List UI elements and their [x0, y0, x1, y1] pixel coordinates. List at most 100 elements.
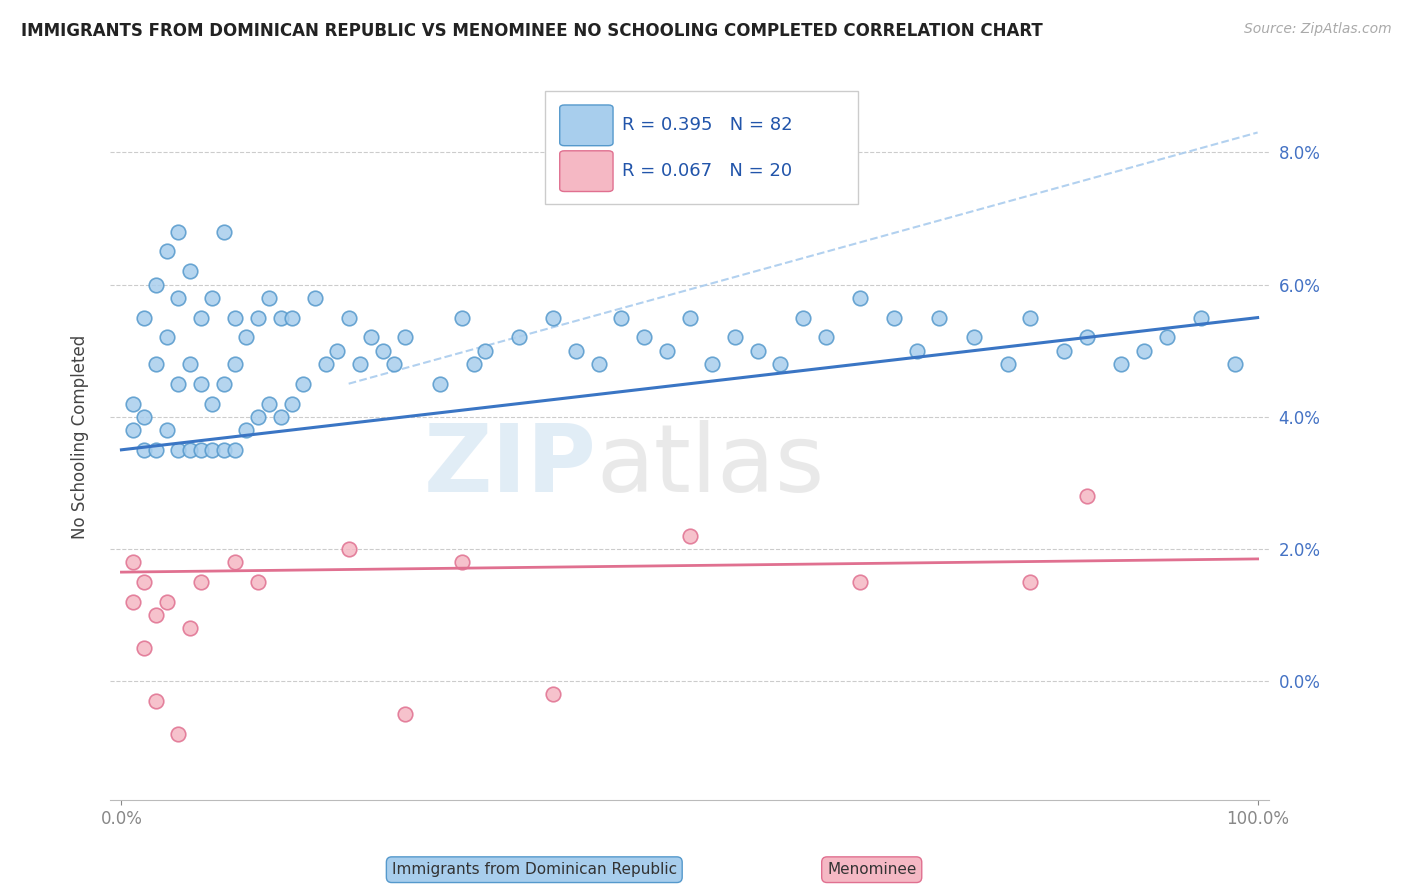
Point: [769, 357, 792, 371]
Point: [565, 343, 588, 358]
Point: [224, 555, 246, 569]
Point: [212, 225, 235, 239]
Point: [246, 575, 269, 590]
Point: [224, 442, 246, 457]
Point: [121, 423, 143, 437]
Point: [145, 608, 167, 623]
Point: [292, 376, 315, 391]
Point: [678, 529, 700, 543]
Point: [337, 310, 360, 325]
Point: [134, 409, 156, 424]
Point: [156, 244, 179, 259]
Point: [1053, 343, 1076, 358]
Point: [145, 277, 167, 292]
Point: [281, 310, 304, 325]
Point: [1133, 343, 1156, 358]
Point: [997, 357, 1019, 371]
Point: [1076, 330, 1098, 344]
Point: [394, 330, 416, 344]
Point: [724, 330, 747, 344]
Point: [337, 541, 360, 556]
Point: [156, 423, 179, 437]
Point: [474, 343, 496, 358]
Point: [349, 357, 371, 371]
Point: [463, 357, 485, 371]
Point: [508, 330, 530, 344]
Point: [121, 396, 143, 410]
Point: [655, 343, 678, 358]
Point: [678, 310, 700, 325]
Point: [849, 291, 872, 305]
Point: [145, 694, 167, 708]
FancyBboxPatch shape: [560, 105, 613, 145]
Text: atlas: atlas: [596, 420, 825, 512]
Text: Immigrants from Dominican Republic: Immigrants from Dominican Republic: [392, 863, 676, 877]
Point: [962, 330, 984, 344]
Point: [190, 310, 212, 325]
Point: [156, 330, 179, 344]
Point: [270, 409, 292, 424]
Point: [212, 376, 235, 391]
Text: Menominee: Menominee: [827, 863, 917, 877]
Point: [201, 396, 224, 410]
Point: [394, 707, 416, 722]
Point: [167, 442, 190, 457]
Point: [235, 423, 257, 437]
Text: ZIP: ZIP: [425, 420, 596, 512]
Point: [121, 595, 143, 609]
Point: [792, 310, 814, 325]
Point: [145, 442, 167, 457]
Point: [190, 376, 212, 391]
Point: [224, 357, 246, 371]
Point: [326, 343, 349, 358]
Point: [281, 396, 304, 410]
Point: [849, 575, 872, 590]
Point: [747, 343, 769, 358]
Point: [451, 310, 474, 325]
Point: [610, 310, 633, 325]
Point: [702, 357, 724, 371]
Text: R = 0.395   N = 82: R = 0.395 N = 82: [623, 116, 793, 135]
Text: IMMIGRANTS FROM DOMINICAN REPUBLIC VS MENOMINEE NO SCHOOLING COMPLETED CORRELATI: IMMIGRANTS FROM DOMINICAN REPUBLIC VS ME…: [21, 22, 1043, 40]
Point: [451, 555, 474, 569]
Point: [201, 291, 224, 305]
Point: [235, 330, 257, 344]
Point: [167, 376, 190, 391]
Point: [121, 555, 143, 569]
Point: [541, 310, 564, 325]
Point: [1109, 357, 1132, 371]
Point: [1156, 330, 1178, 344]
Point: [179, 442, 201, 457]
Point: [167, 727, 190, 741]
Point: [246, 310, 269, 325]
Point: [270, 310, 292, 325]
Point: [167, 225, 190, 239]
Point: [190, 442, 212, 457]
Point: [928, 310, 950, 325]
Point: [167, 291, 190, 305]
Point: [201, 442, 224, 457]
Text: R = 0.067   N = 20: R = 0.067 N = 20: [623, 162, 793, 180]
Point: [179, 621, 201, 635]
Point: [1019, 310, 1042, 325]
Point: [588, 357, 610, 371]
Point: [905, 343, 928, 358]
Point: [382, 357, 405, 371]
Point: [360, 330, 382, 344]
Point: [212, 442, 235, 457]
Point: [371, 343, 394, 358]
Point: [134, 575, 156, 590]
Point: [246, 409, 269, 424]
Point: [1223, 357, 1246, 371]
Point: [429, 376, 451, 391]
FancyBboxPatch shape: [560, 151, 613, 192]
Point: [541, 688, 564, 702]
Point: [633, 330, 655, 344]
Point: [134, 641, 156, 656]
Point: [315, 357, 337, 371]
Point: [224, 310, 246, 325]
Point: [145, 357, 167, 371]
Point: [814, 330, 837, 344]
Point: [257, 291, 280, 305]
FancyBboxPatch shape: [544, 91, 858, 204]
